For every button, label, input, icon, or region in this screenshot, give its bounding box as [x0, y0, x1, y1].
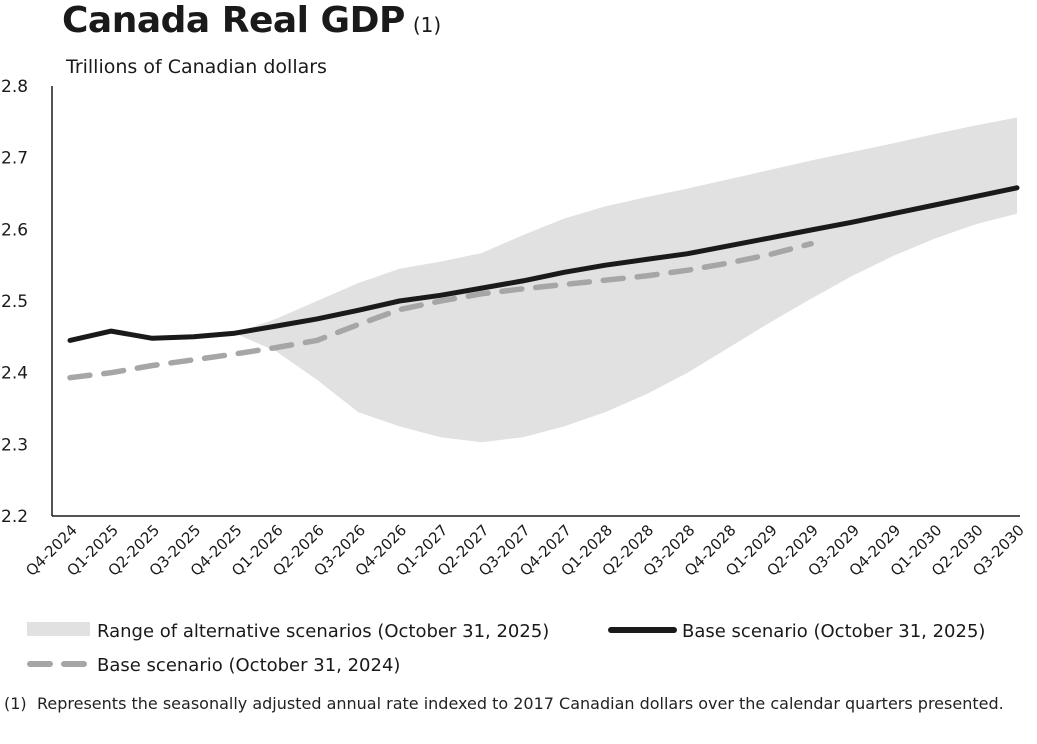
- chart-title-text: Canada Real GDP: [62, 0, 405, 41]
- series-base-2025-line: [67, 185, 1020, 343]
- series-base-2024-line: [67, 240, 814, 381]
- y-tick-label: 2.4: [1, 364, 28, 384]
- y-tick-label: 2.6: [1, 220, 28, 240]
- legend-range-label: Range of alternative scenarios (October …: [97, 621, 549, 642]
- legend-range-swatch: [27, 622, 90, 636]
- footnote: (1) Represents the seasonally adjusted a…: [4, 692, 1029, 715]
- chart-title: Canada Real GDP (1): [62, 0, 441, 41]
- range-band: [234, 117, 1017, 443]
- y-tick-label: 2.8: [1, 77, 28, 97]
- gdp-chart: 2.2 2.3 2.4 2.5 2.6 2.7 2.8 Trillions of Canadi…: [1, 56, 1028, 676]
- legend-dashed-label: Base scenario (October 31, 2024): [97, 655, 400, 676]
- y-tick-label: 2.5: [1, 292, 28, 312]
- y-tick-label: 2.7: [1, 149, 28, 169]
- y-tick-label: 2.3: [1, 435, 28, 455]
- y-axis-label: Trillions of Canadian dollars: [65, 56, 327, 78]
- legend-solid-label: Base scenario (October 31, 2025): [682, 621, 985, 642]
- y-tick-label: 2.2: [1, 507, 28, 527]
- footnote-marker: (1): [4, 694, 27, 713]
- footnote-text: Represents the seasonally adjusted annua…: [37, 694, 1004, 713]
- chart-title-footnote-marker: (1): [412, 13, 442, 37]
